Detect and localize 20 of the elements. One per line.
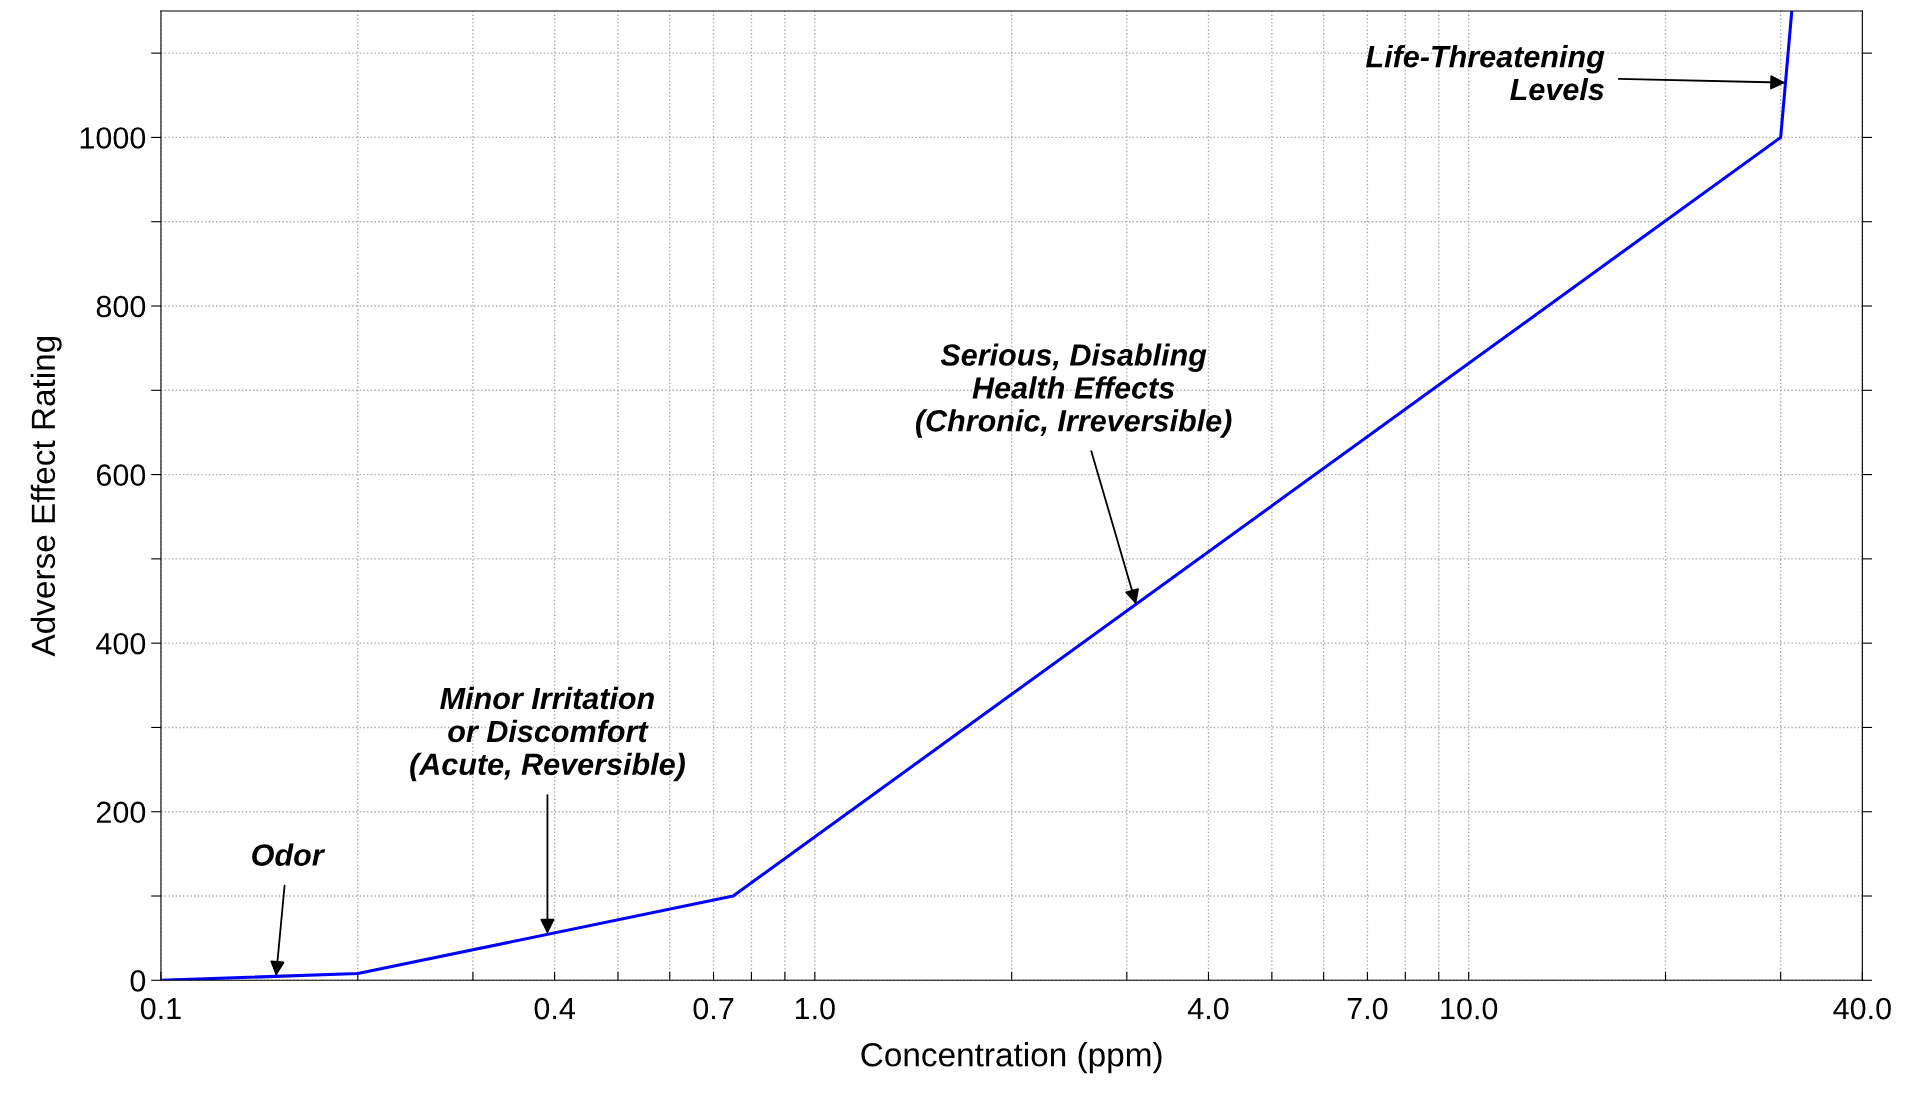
- x-tick-label: 4.0: [1187, 997, 1229, 1020]
- y-tick-label: 0: [130, 970, 146, 992]
- y-tick-label: 400: [96, 632, 146, 655]
- y-tick-label: 1000: [80, 127, 146, 149]
- x-tick-label: 0.1: [140, 997, 181, 1020]
- annotation: Minor Irritation or Discomfort (Acute, Reversible): [410, 686, 685, 782]
- x-tick-label: 0.4: [534, 997, 575, 1020]
- x-tick-label: 0.7: [693, 997, 734, 1020]
- x-tick-label: 10.0: [1441, 997, 1498, 1020]
- x-tick-label: 40.0: [1833, 997, 1891, 1020]
- y-tick-label: 600: [96, 464, 146, 486]
- x-tick-label: 7.0: [1347, 997, 1388, 1020]
- y-axis-title: Adverse Effect Rating: [30, 336, 62, 657]
- annotation: Life-Threatening Levels: [1366, 44, 1605, 101]
- y-tick-label: 800: [96, 295, 146, 318]
- x-axis-title: Concentration (ppm): [861, 1042, 1162, 1074]
- y-tick-label: 200: [96, 801, 146, 824]
- annotation: Odor: [252, 843, 326, 866]
- x-tick-label: 1.0: [795, 997, 835, 1020]
- annotation: Serious, Disabling Health Effects (Chronic, Irreversible): [915, 343, 1232, 438]
